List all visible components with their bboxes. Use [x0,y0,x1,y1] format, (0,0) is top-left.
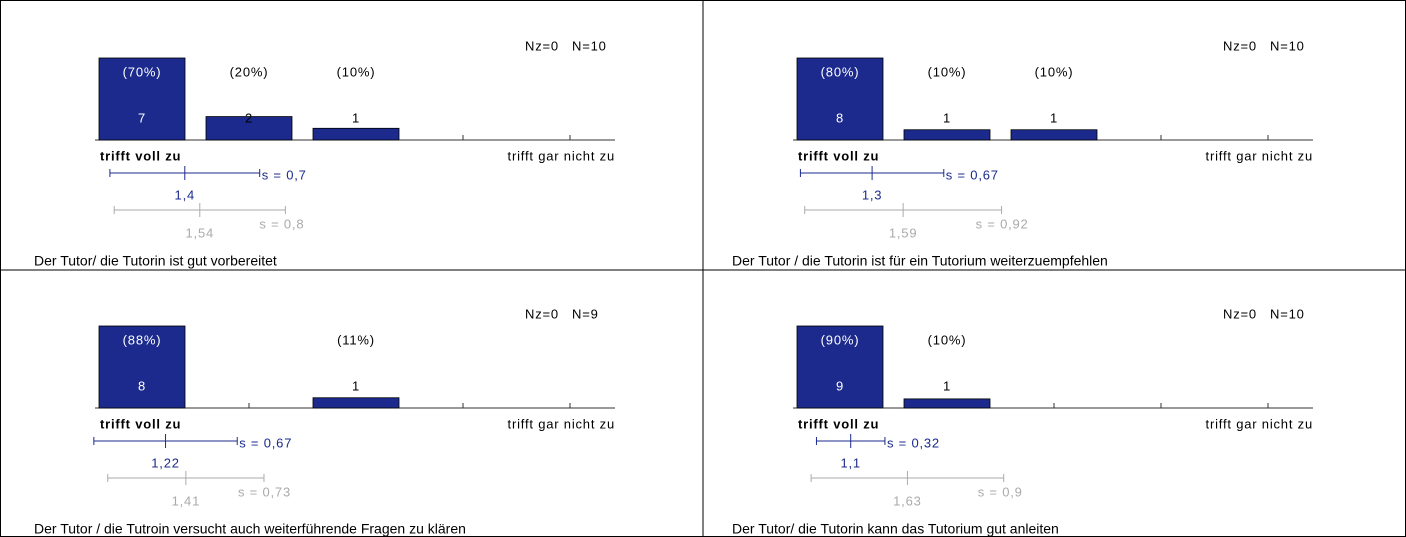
count-label: 9 [836,378,844,393]
mean-label: 1,4 [175,187,195,202]
nz-label: Nz=0 [1223,306,1257,321]
nz-label: Nz=0 [1223,38,1257,53]
percent-label: (90%) [821,332,860,347]
question: Der Tutor/ die Tutorin kann das Tutorium… [732,521,1059,537]
sd-label: s = 0,9 [978,484,1023,499]
percent-label: (10%) [928,64,967,79]
sd-label: s = 0,67 [946,167,999,182]
comparison-error-bar [810,471,1005,485]
scale-right: trifft gar nicht zu [1206,148,1313,163]
comparison-error-bar [804,203,1003,217]
question: Der Tutor/ die Tutorin ist gut vorbereit… [34,253,277,269]
sd-label: s = 0,92 [976,216,1029,231]
error-bar [799,166,945,180]
scale-right: trifft gar nicht zu [508,416,615,431]
count-label: 1 [943,378,951,393]
comparison-error-bar [113,203,286,217]
bar [205,116,293,141]
bar [98,325,186,409]
scale-left: trifft voll zu [798,416,879,431]
count-label: 1 [943,110,951,125]
count-label: 1 [1050,110,1058,125]
nz-label: Nz=0 [525,38,559,53]
percent-label: (10%) [337,64,376,79]
percent-label: (70%) [123,64,162,79]
percent-label: (10%) [1035,64,1074,79]
bar [1010,129,1098,141]
scale-left: trifft voll zu [798,148,879,163]
bar [796,57,884,141]
percent-label: (10%) [928,332,967,347]
percent-label: (88%) [123,332,162,347]
sd-label: s = 0,8 [259,216,304,231]
sd-label: s = 0,32 [887,435,940,450]
error-bar [93,434,238,448]
comparison-error-bar [107,471,265,485]
scale-left: trifft voll zu [100,416,181,431]
bar [903,398,991,409]
error-bar [109,166,261,180]
percent-label: (11%) [337,332,375,347]
scale-left: trifft voll zu [100,148,181,163]
percent-label: (80%) [821,64,860,79]
n-label: N=10 [1270,306,1305,321]
bar [312,397,400,409]
n-label: N=10 [572,38,607,53]
question: Der Tutor / die Tutroin versucht auch we… [34,521,466,537]
mean-label: 1,22 [151,455,180,470]
bar [903,129,991,141]
percent-label: (20%) [230,64,269,79]
sd-label: s = 0,67 [239,435,292,450]
mean-label: 1,1 [840,455,860,470]
mean-label: 1,3 [862,187,882,202]
question: Der Tutor / die Tutorin ist für ein Tuto… [732,253,1108,269]
bar [796,325,884,409]
bar [312,127,400,141]
count-label: 1 [352,378,360,393]
n-label: N=9 [572,306,599,321]
nz-label: Nz=0 [525,306,559,321]
count-label: 2 [245,110,253,125]
count-label: 8 [836,110,844,125]
mean-label: 1,54 [186,225,215,240]
n-label: N=10 [1270,38,1305,53]
error-bar [815,434,886,448]
sd-label: s = 0,73 [238,484,291,499]
count-label: 1 [352,110,360,125]
scale-right: trifft gar nicht zu [1206,416,1313,431]
bar [98,57,186,141]
mean-label: 1,59 [889,225,918,240]
mean-label: 1,63 [893,493,922,508]
count-label: 7 [138,110,146,125]
mean-label: 1,41 [172,493,201,508]
sd-label: s = 0,7 [262,167,307,182]
count-label: 8 [138,378,146,393]
scale-right: trifft gar nicht zu [508,148,615,163]
